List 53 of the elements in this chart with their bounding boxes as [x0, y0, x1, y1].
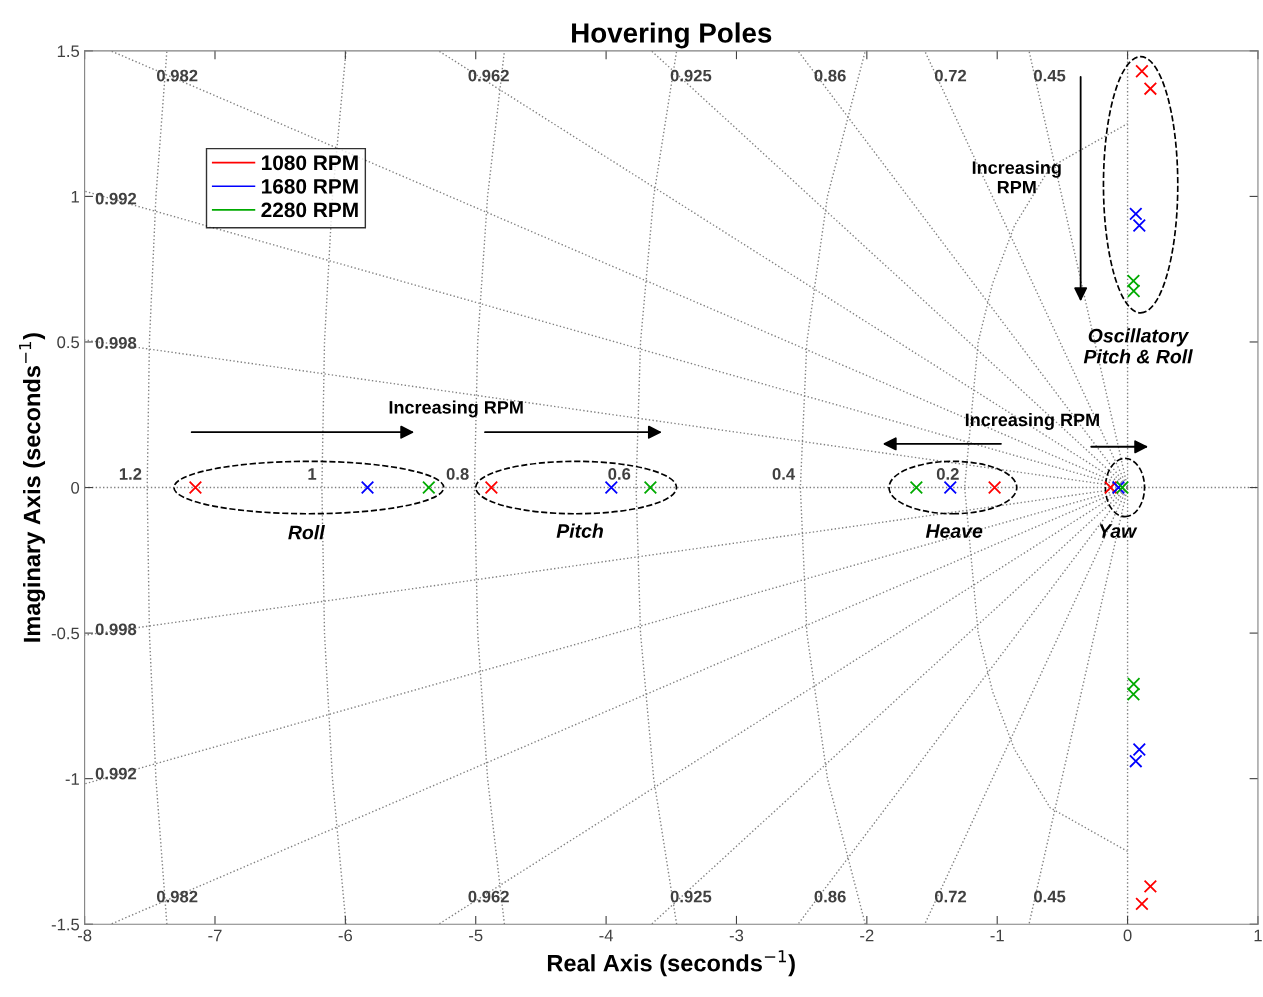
- x-tick-label: -8: [77, 929, 92, 942]
- y-tick-label: 0.5: [57, 336, 80, 349]
- series-label: 0.925: [670, 69, 712, 82]
- y-tick-label: 1.5: [57, 45, 80, 58]
- chart-title: Hovering Poles: [572, 22, 772, 49]
- annotation: Oscillatory Pitch & Roll: [1083, 328, 1193, 364]
- legend-label: 1680 RPM: [261, 178, 358, 194]
- annotation: Yaw: [1099, 524, 1138, 538]
- series-label: 0.982: [156, 69, 198, 82]
- series-label: 0.8: [446, 468, 469, 480]
- series-label: 0.925: [670, 890, 712, 903]
- x-tick-label: -2: [860, 929, 874, 942]
- x-tick-label: -6: [338, 929, 353, 942]
- series-label: 1: [308, 468, 317, 480]
- series-label: 0.45: [1034, 69, 1066, 82]
- x-tick-label: -4: [599, 929, 614, 942]
- x-axis-title: Real Axis (seconds$^{−1}$): [547, 950, 795, 977]
- annotation: Increasing RPM: [972, 160, 1061, 194]
- y-axis-title: Imaginary Axis (seconds$^{−1}$): [19, 333, 46, 642]
- legend-label: 1080 RPM: [261, 155, 358, 171]
- annotation: Roll: [288, 525, 325, 540]
- x-tick-label: -5: [469, 929, 483, 942]
- series-label: 0.72: [934, 69, 967, 82]
- series-label: 0.4: [772, 468, 796, 480]
- series-label: 0.86: [814, 69, 846, 82]
- series-label: 0.982: [156, 890, 198, 903]
- series-label: 0.86: [814, 890, 846, 903]
- series-label: 0.6: [608, 468, 631, 480]
- y-tick-label: -1.5: [51, 918, 80, 931]
- y-tick-label: 0: [71, 481, 80, 494]
- annotation: Increasing RPM: [965, 412, 1099, 430]
- series-label: 0.2: [936, 468, 959, 480]
- annotation: Increasing RPM: [389, 400, 523, 418]
- y-tick-label: 1: [71, 190, 79, 203]
- series-label: 0.962: [468, 69, 509, 82]
- x-tick-label: 1: [1254, 929, 1262, 942]
- x-tick-label: -1: [990, 929, 1004, 942]
- legend-label: 2280 RPM: [261, 202, 358, 218]
- series-label: 0.72: [934, 890, 967, 903]
- y-tick-label: -1: [65, 773, 79, 785]
- x-tick-label: 0: [1123, 929, 1132, 942]
- series-label: 0.992: [95, 192, 137, 205]
- x-tick-label: -3: [729, 929, 744, 942]
- series-label: 0.992: [95, 767, 137, 780]
- series-label: 1.2: [119, 468, 142, 480]
- annotation: Heave: [925, 524, 983, 538]
- x-tick-label: -7: [208, 929, 222, 942]
- series-label: 0.45: [1034, 890, 1066, 903]
- y-tick-label: -0.5: [51, 627, 80, 640]
- series-label: 0.962: [468, 890, 509, 903]
- series-label: 0.998: [95, 337, 137, 349]
- series-label: 0.998: [95, 623, 137, 636]
- annotation: Pitch: [556, 523, 603, 538]
